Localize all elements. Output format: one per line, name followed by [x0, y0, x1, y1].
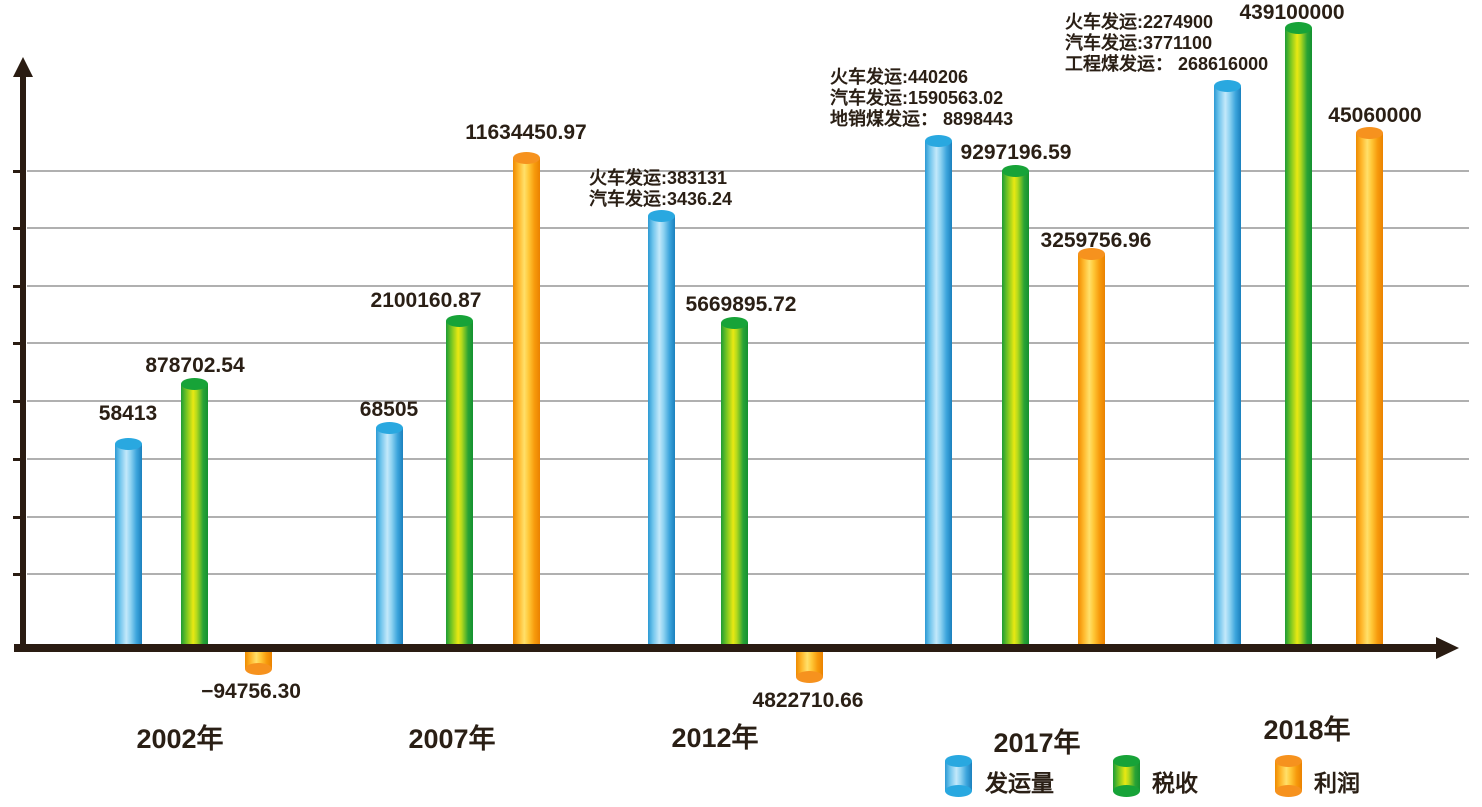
annotation-2012年-line2: 汽车发运:3436.24	[589, 189, 733, 209]
x-axis-label-2018年: 2018年	[1263, 715, 1351, 745]
bar-top-ellipse	[446, 315, 473, 327]
bar-body	[1356, 133, 1383, 652]
bar-top-ellipse	[1214, 80, 1241, 92]
legend-cylinder-bottom-icon	[945, 785, 972, 797]
y-axis-tick	[13, 516, 21, 519]
legend-cylinder-top-icon	[945, 755, 972, 767]
bar-body	[1285, 28, 1312, 652]
value-label-tax-2018年: 439100000	[1239, 1, 1345, 24]
gridline	[27, 285, 1469, 287]
bar-body	[1214, 86, 1241, 652]
x-axis-label-2012年: 2012年	[671, 723, 759, 753]
bar-body	[721, 323, 748, 652]
y-axis-tick	[13, 573, 21, 576]
x-axis-label-2017年: 2017年	[993, 728, 1081, 758]
bar-body	[925, 141, 952, 652]
bar-body	[446, 321, 473, 652]
gridline	[27, 342, 1469, 344]
gridline	[27, 400, 1469, 402]
bar-bottom-ellipse	[245, 663, 272, 675]
gridline	[27, 573, 1469, 575]
bar-top-ellipse	[1285, 22, 1312, 34]
legend-cylinder-top-icon	[1113, 755, 1140, 767]
value-label-profit-2017年: 3259756.96	[1040, 229, 1152, 252]
value-label-tax-2007年: 2100160.87	[370, 289, 482, 312]
bar-top-ellipse	[648, 210, 675, 222]
legend-cylinder-top-icon	[1275, 755, 1302, 767]
y-axis-tick	[13, 400, 21, 403]
annotation-2012年-line1: 火车发运:383131	[589, 168, 728, 188]
bar-body	[1078, 254, 1105, 652]
legend-label-tax: 税收	[1152, 770, 1198, 796]
y-axis-tick	[13, 285, 21, 288]
legend-cylinder-bottom-icon	[1113, 785, 1140, 797]
gridline	[27, 227, 1469, 229]
y-axis	[20, 72, 26, 652]
y-axis-tick	[13, 342, 21, 345]
value-label-profit-2012年: 4822710.66	[752, 689, 864, 712]
bar-top-ellipse	[925, 135, 952, 147]
y-axis-arrow-icon	[13, 57, 33, 77]
annotation-2017年-line2: 汽车发运:1590563.02	[830, 88, 1004, 108]
bar-body	[513, 158, 540, 652]
x-axis-label-2007年: 2007年	[408, 724, 496, 754]
value-label-shipment-2002年: 58413	[98, 402, 158, 425]
value-label-tax-2012年: 5669895.72	[685, 293, 797, 316]
x-axis	[14, 644, 1438, 652]
value-label-profit-2007年: 11634450.97	[465, 121, 587, 144]
annotation-2017年-line1: 火车发运:440206	[830, 67, 969, 87]
annotation-2017年-line3: 地销煤发运： 8898443	[830, 109, 1014, 129]
value-label-tax-2017年: 9297196.59	[960, 141, 1072, 164]
bar-body	[181, 384, 208, 652]
bar-top-ellipse	[1356, 127, 1383, 139]
bar-top-ellipse	[115, 438, 142, 450]
bar-top-ellipse	[513, 152, 540, 164]
bar-bottom-ellipse	[796, 671, 823, 683]
legend-label-shipment: 发运量	[985, 770, 1054, 796]
bar-body	[1002, 171, 1029, 652]
bar-top-ellipse	[721, 317, 748, 329]
bar-body	[115, 444, 142, 652]
y-axis-tick	[13, 170, 21, 173]
value-label-profit-2018年: 45060000	[1328, 104, 1422, 127]
bar-body	[376, 428, 403, 652]
legend-label-profit: 利润	[1314, 770, 1360, 796]
value-label-profit-2002年: −94756.30	[201, 680, 301, 703]
annotation-2018年-line1: 火车发运:2274900	[1065, 12, 1214, 32]
gridline	[27, 170, 1469, 172]
value-label-tax-2002年: 878702.54	[145, 354, 245, 377]
gridline	[27, 458, 1469, 460]
y-axis-tick	[13, 458, 21, 461]
legend-cylinder-bottom-icon	[1275, 785, 1302, 797]
bar-top-ellipse	[1078, 248, 1105, 260]
bar-body	[648, 216, 675, 652]
bar-top-ellipse	[1002, 165, 1029, 177]
bar-top-ellipse	[376, 422, 403, 434]
annotation-2018年-line2: 汽车发运:3771100	[1065, 33, 1213, 53]
bar-top-ellipse	[181, 378, 208, 390]
y-axis-tick	[13, 227, 21, 230]
gridline	[27, 516, 1469, 518]
x-axis-arrow-icon	[1436, 637, 1459, 659]
value-label-shipment-2007年: 68505	[359, 398, 419, 421]
annotation-2018年-line3: 工程煤发运： 268616000	[1065, 54, 1269, 74]
x-axis-label-2002年: 2002年	[136, 724, 224, 754]
